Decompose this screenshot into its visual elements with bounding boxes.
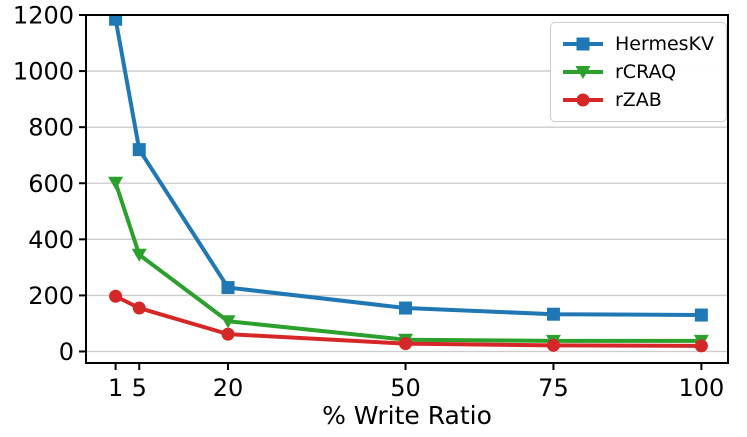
x-tick-label: 1 <box>108 374 123 402</box>
y-tick-label: 600 <box>28 170 74 198</box>
square-marker-icon <box>546 307 560 321</box>
circle-marker-icon <box>109 289 123 303</box>
series-line <box>113 18 702 318</box>
x-tick-label: 20 <box>213 374 244 402</box>
legend-item-hermeskv: HermesKV <box>561 30 714 58</box>
circle-marker-icon <box>546 338 560 352</box>
circle-marker-icon <box>576 93 590 107</box>
x-axis-label: % Write Ratio <box>322 401 492 430</box>
legend-line-triangle-down-icon <box>562 66 603 79</box>
axes-spines <box>85 14 729 364</box>
legend-label: rCRAQ <box>614 61 677 83</box>
legend: HermesKV rCRAQ rZAB <box>549 22 727 122</box>
series-rcraq <box>108 176 709 348</box>
legend-item-rcraq: rCRAQ <box>561 58 714 86</box>
square-marker-icon <box>399 301 413 315</box>
series-rzab <box>109 289 708 353</box>
x-tick-label: 75 <box>538 374 569 402</box>
square-marker-icon <box>221 281 235 295</box>
square-marker-icon <box>109 15 123 26</box>
x-tick-label: 50 <box>390 374 421 402</box>
x-tick-label: 100 <box>678 374 724 402</box>
series-line <box>113 182 702 343</box>
triangle-down-marker-icon <box>220 315 236 329</box>
circle-marker-icon <box>221 327 235 341</box>
y-tick-label: 800 <box>28 114 74 142</box>
legend-label: HermesKV <box>614 33 714 55</box>
legend-line-square-icon <box>562 37 603 51</box>
triangle-down-marker-icon <box>108 176 124 190</box>
y-tick-label: 400 <box>28 226 74 254</box>
legend-item-rzab: rZAB <box>561 86 714 114</box>
circle-marker-icon <box>694 339 708 353</box>
x-tick-label: 5 <box>132 374 147 402</box>
legend-line-circle-icon <box>562 93 603 107</box>
triangle-down-marker-icon <box>131 248 147 262</box>
legend-label: rZAB <box>614 89 662 111</box>
y-tick-label: 1200 <box>13 2 74 30</box>
y-tick-label: 1000 <box>13 58 74 86</box>
square-marker-icon <box>132 143 146 157</box>
square-marker-icon <box>576 37 590 51</box>
square-marker-icon <box>694 308 708 322</box>
triangle-down-marker-icon <box>575 66 591 79</box>
series-hermeskv <box>109 15 708 322</box>
circle-marker-icon <box>132 301 146 315</box>
circle-marker-icon <box>399 337 413 351</box>
y-tick-label: 0 <box>59 338 74 366</box>
y-tick-label: 200 <box>28 282 74 310</box>
